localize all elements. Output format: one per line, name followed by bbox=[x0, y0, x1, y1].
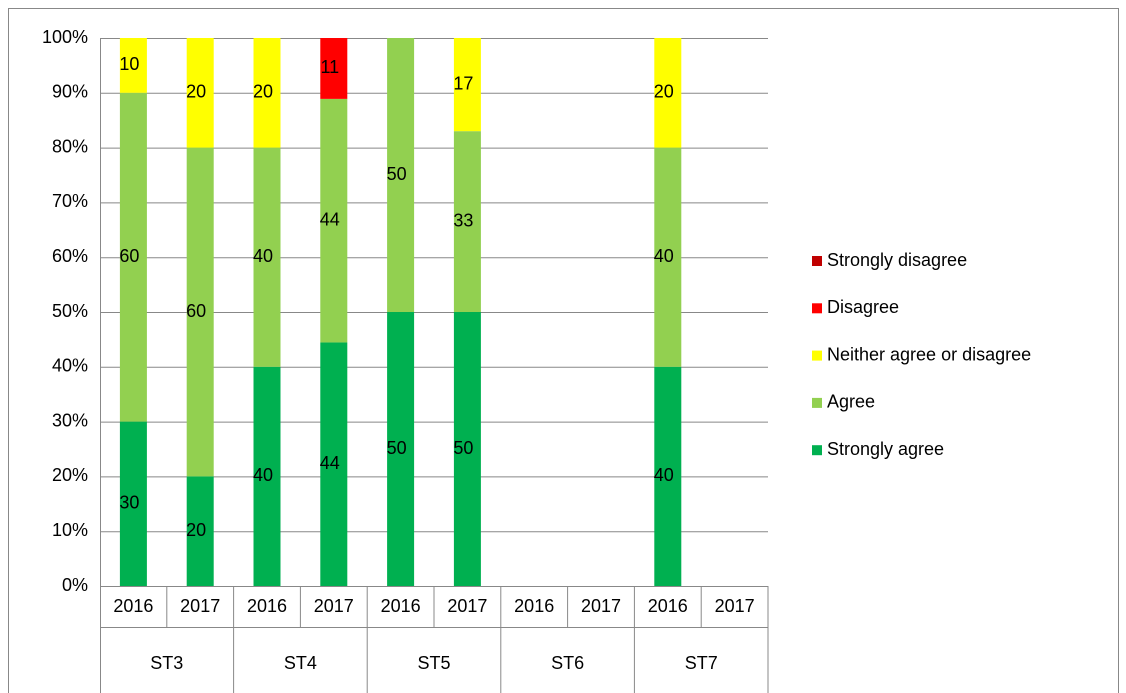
bar-segment bbox=[654, 366, 682, 586]
bar-segment bbox=[453, 38, 481, 132]
group-label: ST3 bbox=[150, 653, 183, 673]
bar-segment bbox=[186, 38, 214, 148]
bar-segment bbox=[387, 312, 415, 586]
data-label: 50 bbox=[453, 438, 473, 458]
data-label: 60 bbox=[119, 246, 139, 266]
data-label: 60 bbox=[186, 301, 206, 321]
data-label: 44 bbox=[320, 209, 340, 229]
legend-label: Disagree bbox=[827, 297, 899, 317]
x-tick-label: 2016 bbox=[247, 596, 287, 616]
y-tick-label: 90% bbox=[52, 82, 88, 102]
bar-segment bbox=[253, 147, 281, 367]
y-tick-label: 40% bbox=[52, 356, 88, 376]
bar-segment bbox=[320, 38, 348, 99]
bar-segment bbox=[253, 38, 281, 148]
bar-segment bbox=[119, 421, 147, 586]
y-tick-label: 70% bbox=[52, 191, 88, 211]
y-tick-label: 50% bbox=[52, 301, 88, 321]
data-label: 20 bbox=[186, 520, 206, 540]
bar-segment bbox=[320, 342, 348, 586]
bar-segment bbox=[654, 38, 682, 148]
bar-segment bbox=[186, 147, 214, 477]
data-label: 33 bbox=[453, 210, 473, 230]
x-tick-label: 2016 bbox=[514, 596, 554, 616]
data-label: 44 bbox=[320, 453, 340, 473]
bar-segment bbox=[186, 476, 214, 586]
y-tick-label: 30% bbox=[52, 410, 88, 430]
data-label: 30 bbox=[119, 493, 139, 513]
data-label: 20 bbox=[253, 82, 273, 102]
bar-segment bbox=[119, 92, 147, 422]
data-label: 10 bbox=[119, 54, 139, 74]
bar-segment bbox=[253, 366, 281, 586]
data-label: 40 bbox=[253, 465, 273, 485]
legend-swatch bbox=[812, 350, 822, 361]
group-label: ST5 bbox=[417, 653, 450, 673]
legend-label: Strongly disagree bbox=[827, 250, 967, 270]
data-label: 40 bbox=[654, 246, 674, 266]
data-label: 50 bbox=[387, 438, 407, 458]
legend-label: Agree bbox=[827, 392, 875, 412]
legend-label: Neither agree or disagree bbox=[827, 344, 1031, 364]
chart-border bbox=[8, 8, 1119, 693]
data-label: 17 bbox=[453, 73, 473, 93]
data-label: 11 bbox=[320, 57, 339, 77]
x-tick-label: 2016 bbox=[113, 596, 153, 616]
data-label: 50 bbox=[387, 164, 407, 184]
legend-label: Strongly agree bbox=[827, 439, 944, 459]
data-label: 20 bbox=[654, 82, 674, 102]
data-label: 40 bbox=[654, 465, 674, 485]
legend-swatch bbox=[812, 303, 822, 314]
data-label: 40 bbox=[253, 246, 273, 266]
y-tick-label: 0% bbox=[62, 575, 88, 595]
data-label: 20 bbox=[186, 82, 206, 102]
y-tick-label: 60% bbox=[52, 246, 88, 266]
x-tick-label: 2017 bbox=[314, 596, 354, 616]
legend-swatch bbox=[812, 445, 822, 456]
bar-segment bbox=[320, 98, 348, 343]
bar-segment bbox=[387, 38, 415, 312]
legend-swatch bbox=[812, 256, 822, 266]
y-tick-label: 100% bbox=[42, 27, 88, 47]
y-tick-label: 10% bbox=[52, 520, 88, 540]
x-tick-label: 2017 bbox=[447, 596, 487, 616]
bar-segment bbox=[119, 38, 147, 93]
group-label: ST6 bbox=[551, 653, 584, 673]
y-tick-label: 20% bbox=[52, 465, 88, 485]
x-tick-label: 2016 bbox=[381, 596, 421, 616]
x-tick-label: 2017 bbox=[715, 596, 755, 616]
group-label: ST7 bbox=[685, 653, 718, 673]
x-tick-label: 2016 bbox=[648, 596, 688, 616]
group-label: ST4 bbox=[284, 653, 317, 673]
legend-swatch bbox=[812, 397, 822, 408]
bar-segment bbox=[453, 312, 481, 586]
x-tick-label: 2017 bbox=[180, 596, 220, 616]
y-tick-label: 80% bbox=[52, 136, 88, 156]
bar-segment bbox=[453, 131, 481, 312]
x-tick-label: 2017 bbox=[581, 596, 621, 616]
bar-segment bbox=[654, 147, 682, 367]
